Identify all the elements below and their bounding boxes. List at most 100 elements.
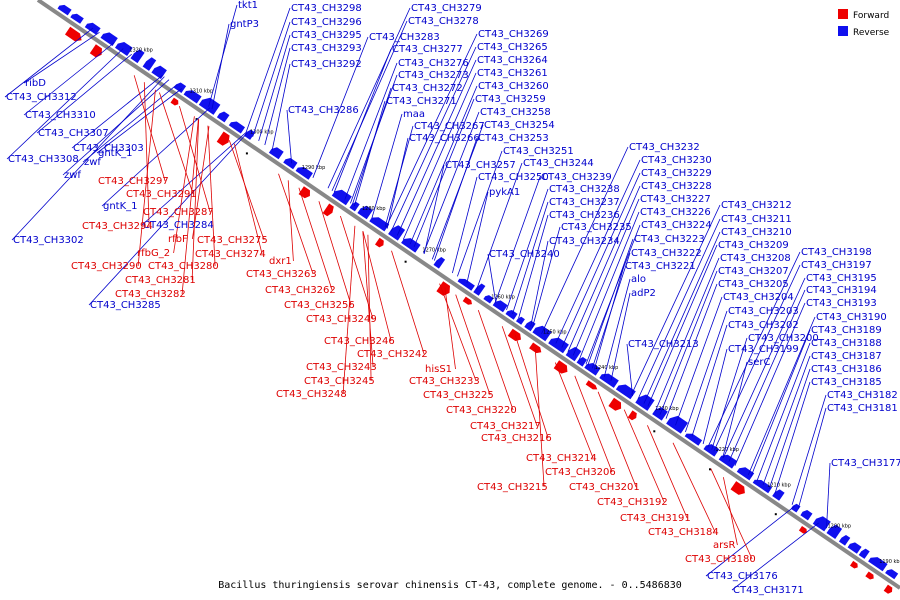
forward-gene-label: CT43_CH3201 [569, 482, 640, 493]
leader-line [572, 198, 640, 356]
forward-gene-arrow [65, 26, 82, 42]
reverse-gene-arrow [718, 454, 738, 469]
leader-line [768, 368, 811, 490]
reverse-gene-label: CT43_CH3199 [728, 344, 799, 355]
leader-line [234, 143, 263, 255]
reverse-gene-label: ribD [25, 78, 46, 89]
reverse-gene-label: CT43_CH3185 [811, 377, 882, 388]
leader-line [211, 23, 230, 110]
reverse-gene-label: zwf [84, 157, 101, 168]
leader-line [159, 92, 194, 195]
leader-line [826, 462, 831, 529]
reverse-gene-arrow [183, 90, 202, 104]
leader-line [312, 36, 369, 178]
leader-line [691, 324, 728, 437]
leader-line [756, 342, 811, 481]
reverse-gene-label: CT43_CH3310 [25, 110, 96, 121]
reverse-gene-arrow [800, 510, 813, 521]
forward-gene-arrow [627, 410, 637, 421]
reverse-gene-label: CT43_CH3203 [728, 306, 799, 317]
forward-gene-label: CT43_CH3287 [143, 207, 214, 218]
leader-line [541, 146, 629, 334]
forward-gene-arrow [798, 526, 807, 534]
reverse-gene-label: CT43_CH3193 [806, 298, 877, 309]
forward-gene-label: CT43_CH3262 [265, 285, 336, 296]
reverse-gene-label: CT43_CH3276 [398, 58, 469, 69]
leader-line [278, 173, 314, 275]
tick-label: 1200 kbp [828, 524, 852, 530]
tick-label: 1300 kbp [250, 130, 274, 136]
leader-line [141, 132, 247, 226]
reverse-gene-label: CT43_CH3279 [411, 3, 482, 14]
reverse-gene-label: CT43_CH3211 [721, 214, 792, 225]
reverse-gene-label: adP2 [631, 288, 656, 299]
leader-line [722, 277, 806, 458]
reverse-gene-label: CT43_CH3272 [392, 83, 463, 94]
reverse-gene-label: CT43_CH3238 [549, 184, 620, 195]
reverse-gene-arrow [70, 13, 84, 24]
forward-gene-label: CT43_CH3274 [195, 249, 266, 260]
reverse-gene-label: CT43_CH3257 [445, 160, 516, 171]
leader-line [630, 204, 721, 396]
forward-gene-arrow [585, 380, 598, 390]
leader-line [672, 442, 716, 533]
leader-line [506, 188, 549, 311]
forward-gene-arrow [170, 97, 179, 106]
reverse-gene-label: CT43_CH3261 [477, 68, 548, 79]
reverse-gene-label: gntK_1 [98, 148, 133, 159]
reverse-gene-arrow [868, 557, 888, 572]
reverse-gene-label: CT43_CH3188 [811, 338, 882, 349]
reverse-gene-label: CT43_CH3202 [728, 320, 799, 331]
reverse-gene-label: CT43_CH3286 [288, 105, 359, 116]
forward-gene-label: CT43_CH3263 [246, 269, 317, 280]
leader-line [574, 375, 613, 473]
leader-line [4, 27, 94, 98]
reverse-gene-label: CT43_CH3223 [634, 234, 705, 245]
reverse-gene-arrow [548, 337, 569, 354]
leader-line [264, 47, 291, 146]
reverse-gene-label: zwf [64, 170, 81, 181]
leader-line [344, 62, 398, 200]
reverse-gene-label: CT43_CH3237 [549, 197, 620, 208]
reverse-gene-arrow [838, 535, 851, 546]
leader-line [101, 107, 211, 207]
feature-dot [653, 430, 656, 433]
leader-line [23, 31, 100, 84]
leader-line [518, 214, 549, 319]
tick-label: 1260 kbp [491, 294, 515, 300]
reverse-legend-label: Reverse [853, 28, 890, 38]
leader-line [23, 42, 115, 116]
feature-dot [709, 468, 711, 471]
reverse-gene-label: CT43_CH3308 [8, 154, 79, 165]
reverse-gene-label: CT43_CH3244 [523, 158, 594, 169]
reverse-gene-arrow [584, 363, 601, 376]
reverse-gene-label: CT43_CH3221 [625, 261, 696, 272]
reverse-gene-label: maa [403, 109, 425, 120]
forward-gene-label: CT43_CH3297 [98, 176, 169, 187]
reverse-gene-label: CT43_CH3212 [721, 200, 792, 211]
leader-line [731, 522, 819, 591]
reverse-gene-label: CT43_CH3251 [503, 146, 574, 157]
reverse-gene-arrow [198, 97, 221, 115]
forward-gene-label: CT43_CH3281 [125, 275, 196, 286]
reverse-gene-label: alo [631, 274, 646, 285]
leader-line [402, 72, 477, 240]
reverse-gene-label: CT43_CH3269 [478, 29, 549, 40]
reverse-gene-arrow [84, 22, 101, 35]
forward-gene-label: CT43_CH3290 [71, 261, 142, 272]
reverse-gene-label: CT43_CH3250 [478, 172, 549, 183]
leader-line [385, 33, 478, 228]
reverse-gene-arrow [752, 479, 773, 494]
tick-label: 1230 kbp [655, 406, 679, 412]
forward-gene-label: CT43_CH3294 [82, 221, 153, 232]
leader-line [286, 109, 292, 164]
reverse-gene-arrow [615, 384, 636, 400]
leader-line [258, 34, 291, 142]
leader-line [593, 265, 625, 370]
reverse-gene-arrow [173, 82, 187, 93]
reverse-gene-label: gntP3 [230, 19, 259, 30]
leader-line [466, 191, 489, 283]
reverse-gene-arrow [772, 489, 785, 501]
tick-label: 1310 kbp [190, 89, 214, 95]
leader-line [734, 302, 806, 466]
